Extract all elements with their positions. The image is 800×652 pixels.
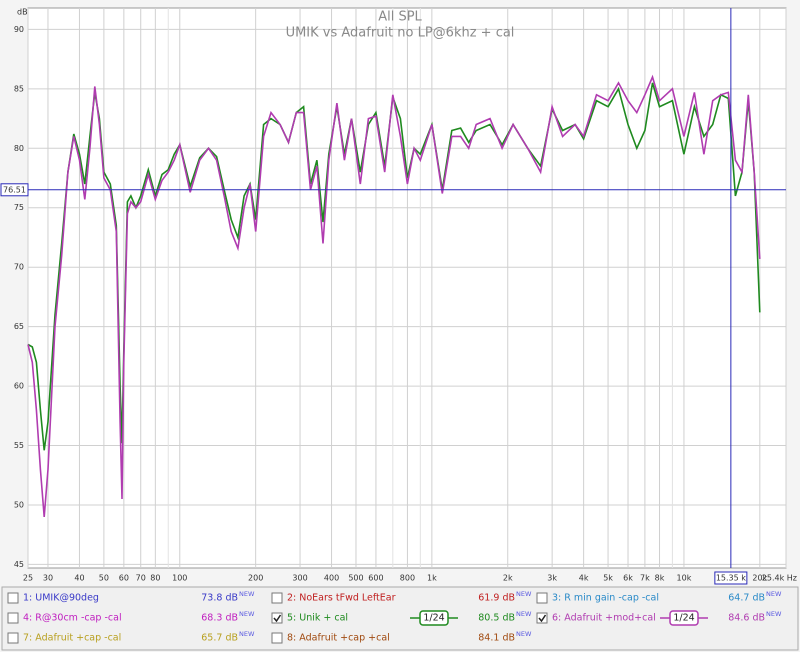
chart-title: All SPL	[378, 10, 422, 25]
checkbox[interactable]	[536, 612, 548, 624]
checkbox[interactable]	[7, 632, 19, 644]
smoothing-label: 1/24	[673, 613, 694, 624]
x-tick-label: 100	[172, 574, 187, 583]
checkbox[interactable]	[271, 592, 283, 604]
checkbox[interactable]	[7, 592, 19, 604]
check-mark	[538, 614, 547, 623]
x-tick-label: 6k	[623, 574, 633, 583]
x-tick-label: 10k	[677, 574, 692, 583]
new-badge: NEW	[516, 630, 532, 638]
measurement-level: 64.7 dB	[728, 593, 765, 604]
measurement-name[interactable]: 3: R min gain -cap -cal	[552, 593, 659, 604]
y-tick-label: 60	[14, 382, 24, 391]
smoothing-label: 1/24	[423, 613, 444, 624]
check-mark	[273, 614, 282, 623]
y-tick-label: 80	[14, 144, 24, 153]
cursor-x-label: 15.35 k	[716, 574, 746, 583]
x-tick-label: 30	[43, 574, 53, 583]
x-tick-label: 200	[248, 574, 263, 583]
y-tick-label: 85	[14, 84, 24, 93]
x-tick-label: 25	[23, 574, 33, 583]
new-badge: NEW	[766, 590, 782, 598]
new-badge: NEW	[516, 610, 532, 618]
measurement-name[interactable]: 5: Unik + cal	[287, 613, 348, 624]
x-tick-label: 20k	[752, 574, 767, 583]
x-tick-label: 50	[99, 574, 109, 583]
y-tick-label: 50	[14, 500, 24, 509]
x-tick-label: 800	[400, 574, 415, 583]
y-tick-label: 70	[14, 263, 24, 272]
x-tick-label: 4k	[579, 574, 589, 583]
measurement-level: 84.6 dB	[728, 613, 765, 624]
new-badge: NEW	[766, 610, 782, 618]
checkbox[interactable]	[7, 612, 19, 624]
y-tick-label: 45	[14, 560, 24, 569]
new-badge: NEW	[239, 610, 255, 618]
x-tick-label: 400	[324, 574, 339, 583]
x-tick-label: 40	[74, 574, 84, 583]
x-tick-label: 80	[150, 574, 160, 583]
y-tick-label: 55	[14, 441, 24, 450]
cursor-x-box	[714, 571, 748, 585]
measurement-level: 65.7 dB	[201, 633, 238, 644]
new-badge: NEW	[516, 590, 532, 598]
x-tick-label: 70	[136, 574, 146, 583]
y-axis-label: dB	[17, 8, 28, 17]
smoothing-box[interactable]	[669, 610, 699, 626]
x-tick-label: 7k	[640, 574, 650, 583]
cursor-y-box	[0, 183, 29, 197]
x-tick-label: 300	[292, 574, 307, 583]
y-tick-label: 65	[14, 322, 24, 331]
series-line	[27, 82, 761, 451]
x-tick-label: 3k	[547, 574, 557, 583]
x-tick-label: 2k	[503, 574, 513, 583]
measurement-level: 73.8 dB	[201, 593, 238, 604]
measurement-level: 61.9 dB	[478, 593, 515, 604]
x-tick-label: 500	[348, 574, 363, 583]
measurement-name[interactable]: 6: Adafruit +mod+cal	[552, 613, 656, 624]
x-tick-label: 600	[368, 574, 383, 583]
measurement-name[interactable]: 8: Adafruit +cap +cal	[287, 633, 390, 644]
measurement-level: 84.1 dB	[478, 633, 515, 644]
x-tick-label: 60	[119, 574, 129, 583]
checkbox[interactable]	[271, 612, 283, 624]
x-tick-label: 25.4k Hz	[762, 574, 797, 583]
new-badge: NEW	[239, 630, 255, 638]
measurement-name[interactable]: 1: UMIK@90deg	[23, 593, 99, 604]
x-tick-label: 1k	[427, 574, 437, 583]
measurement-name[interactable]: 2: NoEars tFwd LeftEar	[287, 593, 396, 604]
x-tick-label: 5k	[603, 574, 613, 583]
checkbox[interactable]	[536, 592, 548, 604]
x-tick-label: 8k	[655, 574, 665, 583]
measurement-name[interactable]: 7: Adafruit +cap -cal	[23, 633, 121, 644]
chart-subtitle: UMIK vs Adafruit no LP@6khz + cal	[286, 26, 515, 41]
smoothing-box[interactable]	[419, 610, 449, 626]
measurement-name[interactable]: 4: R@30cm -cap -cal	[23, 613, 122, 624]
new-badge: NEW	[239, 590, 255, 598]
y-tick-label: 90	[14, 25, 24, 34]
measurement-level: 80.5 dB	[478, 613, 515, 624]
series-line	[27, 74, 761, 517]
cursor-y-label: 76.51	[3, 185, 26, 194]
checkbox[interactable]	[271, 632, 283, 644]
measurement-level: 68.3 dB	[201, 613, 238, 624]
y-tick-label: 75	[14, 203, 24, 212]
